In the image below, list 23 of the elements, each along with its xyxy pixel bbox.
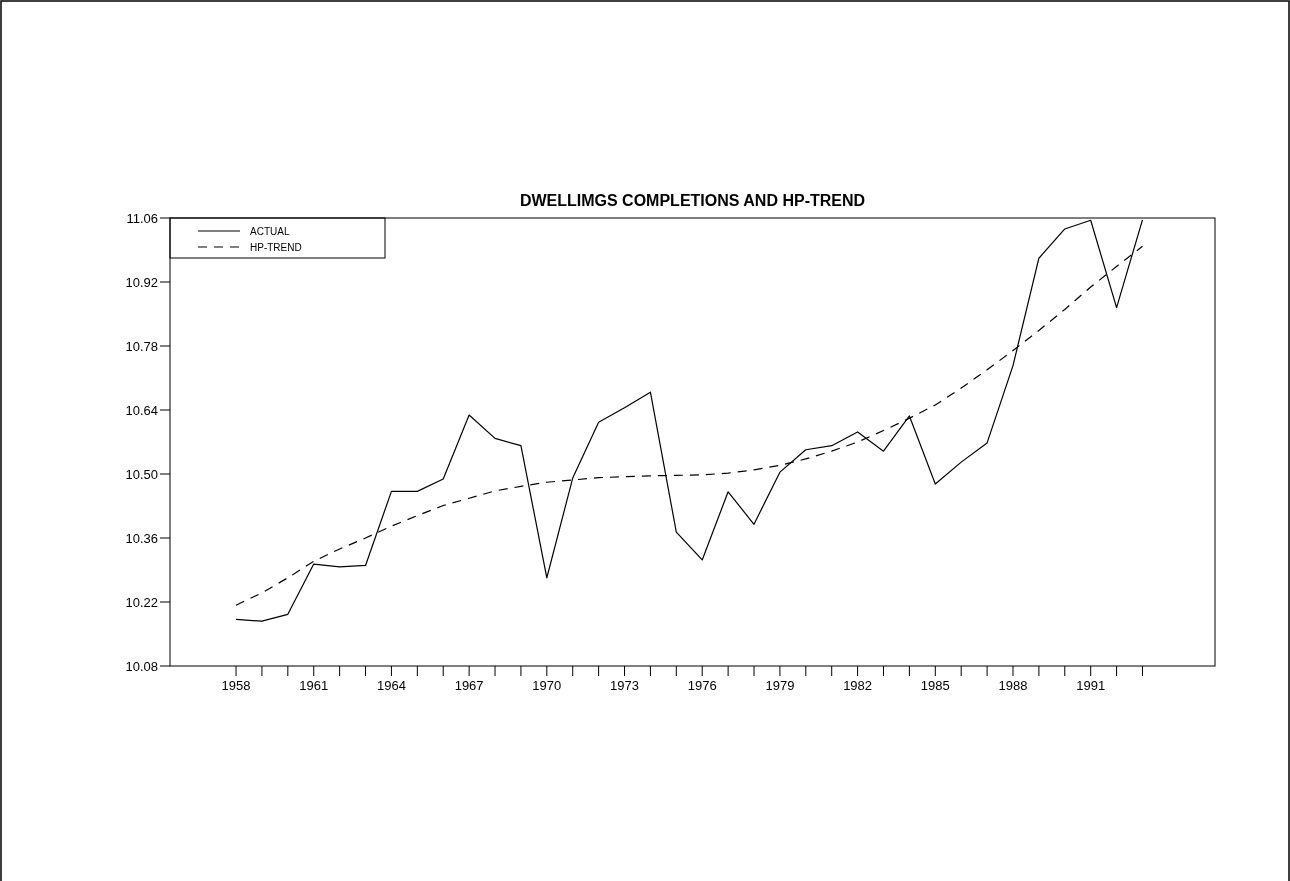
x-tick-label: 1982 (843, 678, 873, 693)
y-tick-label: 10.78 (125, 338, 158, 354)
x-tick-label: 1979 (765, 678, 795, 693)
x-tick-label: 1991 (1076, 678, 1106, 693)
y-tick-label: 10.50 (125, 466, 158, 482)
y-tick-label: 11.06 (126, 210, 158, 226)
x-tick-label: 1988 (998, 678, 1028, 693)
y-tick-label: 10.92 (125, 274, 158, 290)
x-tick-label: 1967 (454, 678, 484, 693)
y-tick-label: 10.08 (125, 658, 158, 674)
chart-title: DWELLIMGS COMPLETIONS AND HP-TREND (519, 192, 866, 209)
x-tick-label: 1964 (376, 678, 406, 693)
x-tick-label: 1976 (687, 678, 717, 693)
x-tick-label: 1985 (920, 678, 950, 693)
x-tick-label: 1970 (532, 678, 562, 693)
y-tick-label: 10.36 (125, 530, 158, 546)
x-tick-label: 1973 (610, 678, 639, 693)
legend-label: ACTUAL (250, 225, 290, 237)
y-tick-label: 10.22 (125, 594, 158, 610)
x-tick-label: 1961 (299, 678, 329, 693)
legend-label: HP-TREND (250, 241, 302, 253)
y-tick-label: 10.64 (125, 402, 158, 418)
x-tick-label: 1958 (221, 678, 251, 693)
